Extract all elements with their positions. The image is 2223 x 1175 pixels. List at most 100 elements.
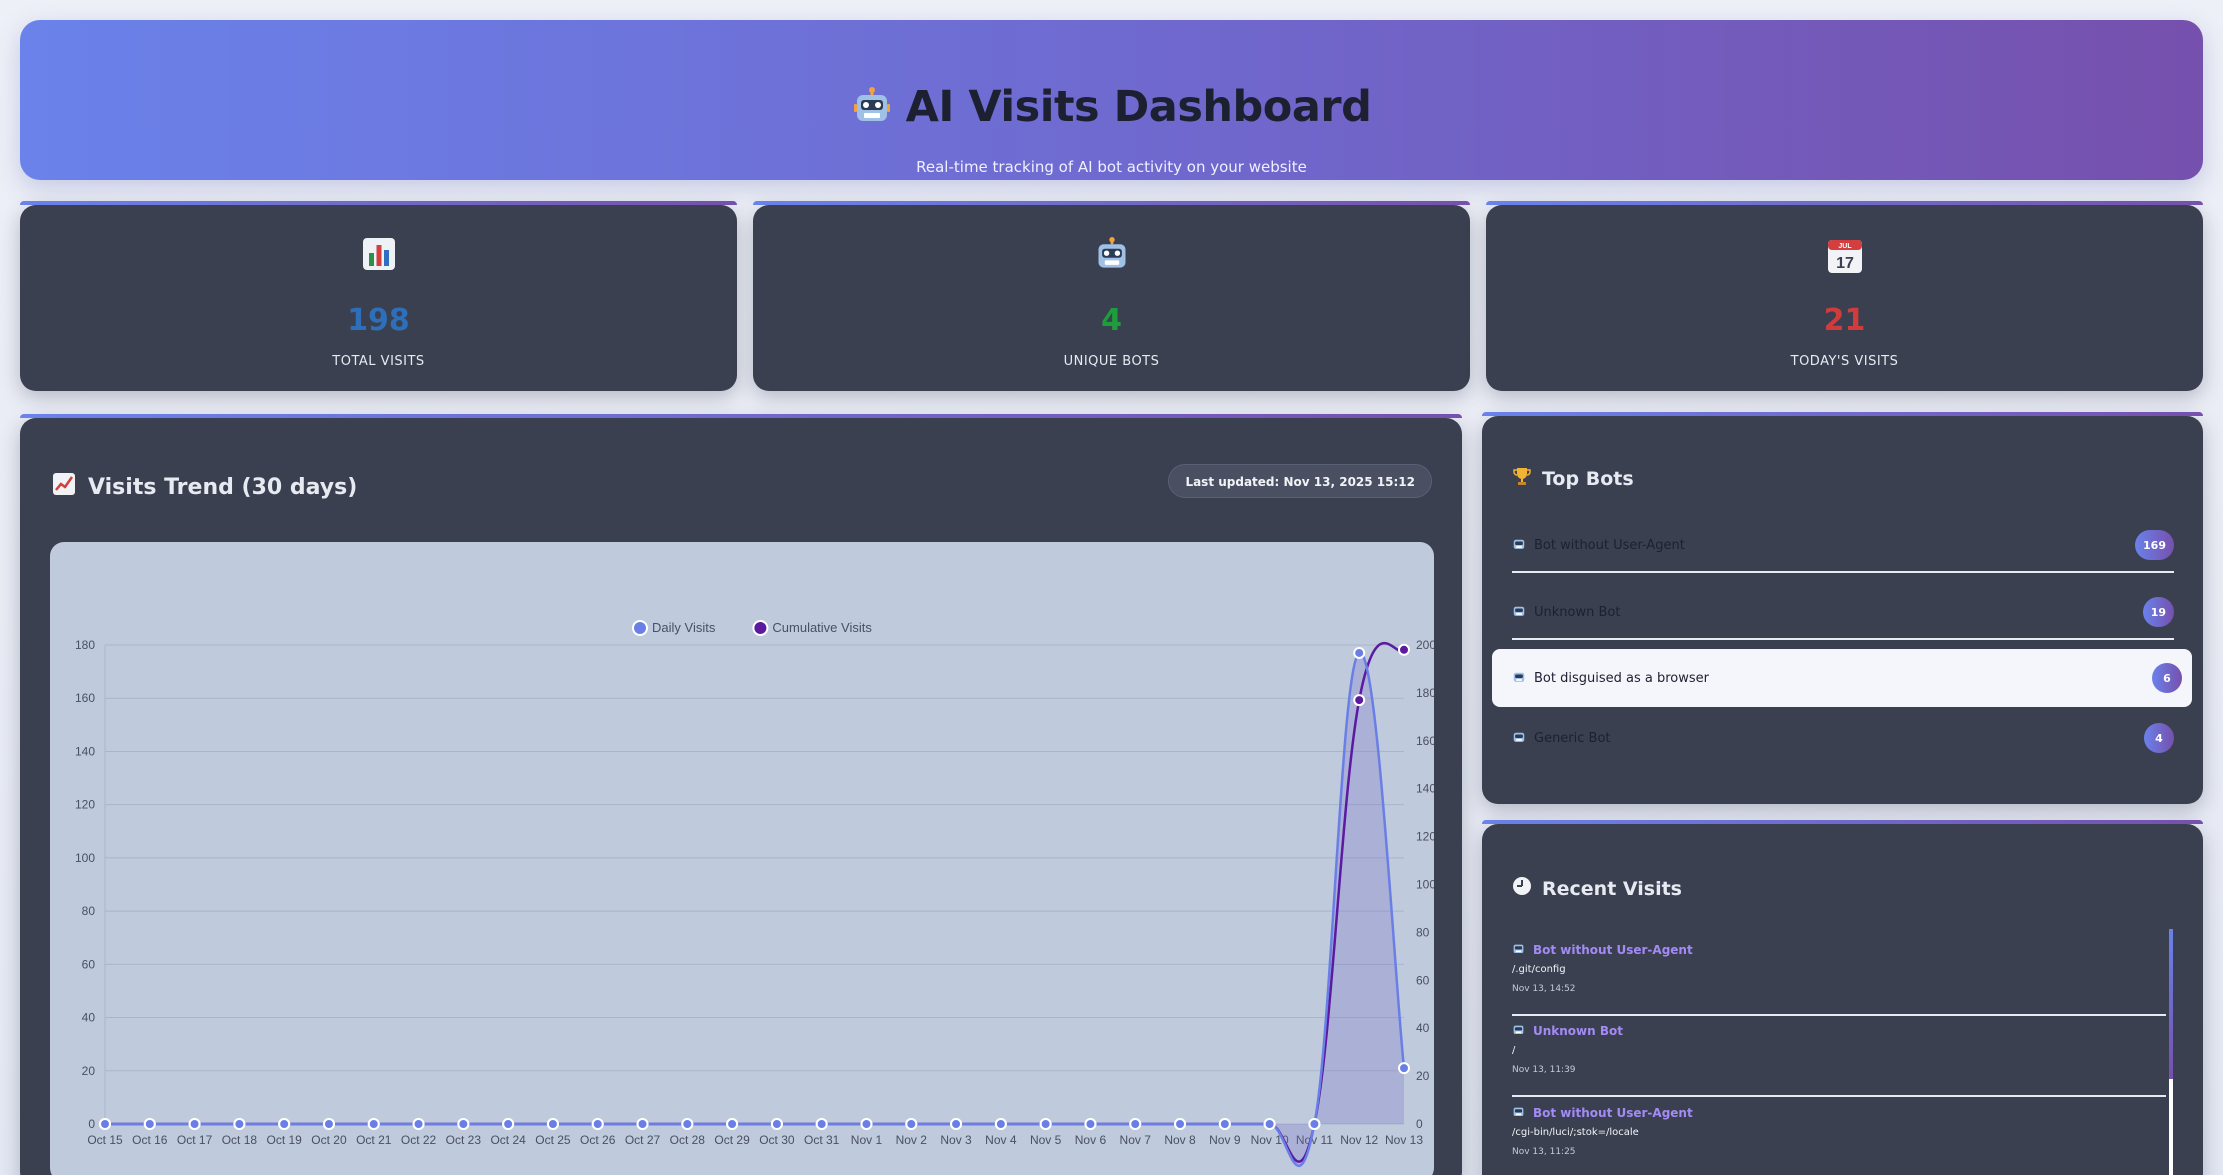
robot-icon: [1512, 942, 1525, 958]
bot-name: Bot without User-Agent: [1534, 537, 1685, 553]
visit-path: /.git/config: [1512, 964, 1566, 975]
section-title: Recent Visits: [1512, 876, 1682, 901]
page-title: AI Visits Dashboard: [20, 82, 2203, 132]
daily-visits-point: [860, 1118, 873, 1130]
x-tick-label: Oct 28: [670, 1133, 706, 1147]
visits-chart: 0 20 40 60 80 100 120 140 160 180 0 20 40 60 80 100 120 1…: [75, 620, 1436, 1168]
left-tick-label: 180: [75, 638, 95, 652]
top-bot-row[interactable]: Unknown Bot 19: [1512, 585, 2174, 640]
x-tick-label: Nov 7: [1120, 1133, 1152, 1147]
daily-visits-point: [322, 1118, 335, 1130]
visit-bot: Bot without User-Agent: [1512, 942, 1693, 958]
cumulative-visits-point: [1398, 643, 1410, 656]
robot-icon: [1512, 1105, 1525, 1121]
visit-bot-name: Bot without User-Agent: [1533, 1106, 1693, 1120]
page-subtitle: Real-time tracking of AI bot activity on…: [916, 158, 1307, 176]
daily-visits-point: [681, 1118, 694, 1130]
top-bot-row[interactable]: Bot without User-Agent 169: [1512, 518, 2174, 573]
left-tick-label: 20: [82, 1064, 96, 1078]
legend-swatch: [632, 620, 648, 636]
right-tick-label: 40: [1416, 1021, 1430, 1035]
bar-chart-icon: [20, 237, 737, 271]
left-tick-label: 160: [75, 691, 95, 705]
left-tick-label: 0: [88, 1117, 95, 1131]
daily-visits-point: [815, 1118, 828, 1130]
x-tick-label: Nov 3: [940, 1133, 972, 1147]
right-tick-label: 80: [1416, 925, 1430, 939]
top-bots-card: Top Bots Bot without User-Agent 169 Unkn…: [1482, 412, 2203, 804]
stat-value: 198: [347, 303, 410, 338]
recent-visit-item[interactable]: Unknown Bot / Nov 13, 11:39: [1512, 1015, 2166, 1097]
row-divider: [1512, 1095, 2166, 1097]
left-tick-label: 40: [82, 1011, 96, 1025]
robot-icon: [1512, 669, 1526, 688]
x-tick-label: Oct 15: [87, 1133, 123, 1147]
svg-text:17: 17: [1836, 255, 1854, 272]
recent-visit-item[interactable]: Bot without User-Agent /.git/config Nov …: [1512, 934, 2166, 1016]
right-tick-label: 60: [1416, 973, 1430, 987]
bot-count-badge: 169: [2135, 530, 2174, 560]
robot-icon: [1512, 1023, 1525, 1039]
right-tick-label: 20: [1416, 1069, 1430, 1083]
x-tick-label: Oct 22: [401, 1133, 437, 1147]
trend-chart-icon: [52, 472, 76, 502]
legend-label: Cumulative Visits: [772, 620, 872, 635]
daily-visits-point: [99, 1118, 111, 1130]
top-bot-row[interactable]: Generic Bot 4: [1512, 711, 2174, 765]
daily-visits-point: [994, 1118, 1007, 1130]
daily-visits-point: [1039, 1118, 1052, 1130]
recent-visits-card: Recent Visits Bot without User-Agent /.g…: [1482, 820, 2203, 1175]
x-tick-label: Nov 5: [1030, 1133, 1062, 1147]
bot-name: Generic Bot: [1534, 730, 1611, 746]
daily-visits-point: [412, 1118, 425, 1130]
x-tick-label: Nov 8: [1164, 1133, 1196, 1147]
x-tick-label: Oct 29: [714, 1133, 750, 1147]
daily-visits-point: [591, 1118, 604, 1130]
last-updated-badge: Last updated: Nov 13, 2025 15:12: [1168, 464, 1432, 498]
stat-card-total-visits: 198 TOTAL VISITS: [20, 201, 737, 391]
daily-visits-area: [105, 652, 1404, 1166]
daily-visits-point: [636, 1118, 649, 1130]
x-tick-label: Oct 31: [804, 1133, 840, 1147]
daily-visits-point: [367, 1118, 380, 1130]
legend-label: Daily Visits: [652, 620, 716, 635]
right-tick-label: 140: [1416, 782, 1434, 796]
daily-visits-point: [1353, 646, 1366, 659]
x-tick-label: Oct 24: [490, 1133, 526, 1147]
trend-title-text: Visits Trend (30 days): [88, 474, 358, 500]
daily-visits-point: [950, 1118, 963, 1130]
chart-area: 0 20 40 60 80 100 120 140 160 180 0 20 40 60 80 100 120 1…: [50, 542, 1436, 1175]
bot-name: Unknown Bot: [1534, 604, 1621, 620]
daily-visits-point: [1263, 1118, 1276, 1130]
daily-visits-line: [104, 651, 1406, 1168]
right-tick-label: 160: [1416, 734, 1434, 748]
stat-label: UNIQUE BOTS: [1063, 354, 1160, 369]
visit-time: Nov 13, 11:39: [1512, 1065, 1576, 1075]
legend-swatch: [752, 620, 769, 636]
daily-visits-point: [278, 1118, 291, 1130]
calendar-icon: JUL 17: [1486, 237, 2203, 275]
visit-path: /: [1512, 1045, 1516, 1056]
bot-name: Bot disguised as a browser: [1534, 670, 1709, 686]
x-tick-label: Nov 13: [1385, 1133, 1423, 1147]
daily-visits-point: [770, 1118, 783, 1130]
recent-visit-item[interactable]: Bot without User-Agent /cgi-bin/luci/;st…: [1512, 1097, 2166, 1175]
x-tick-label: Oct 26: [580, 1133, 616, 1147]
stat-value: 21: [1823, 303, 1866, 338]
left-tick-label: 60: [82, 957, 96, 971]
x-tick-label: Oct 16: [132, 1133, 168, 1147]
scrollbar-thumb[interactable]: [2169, 929, 2173, 1079]
daily-visits-point: [1308, 1118, 1321, 1130]
x-tick-label: Nov 9: [1209, 1133, 1241, 1147]
daily-visits-point: [143, 1118, 156, 1130]
x-tick-label: Oct 27: [625, 1133, 661, 1147]
daily-visits-point: [546, 1118, 559, 1130]
top-bot-row-hovered[interactable]: Bot disguised as a browser 6: [1492, 649, 2192, 707]
cumulative-visits-line: [104, 641, 1405, 1163]
right-tick-label: 0: [1416, 1117, 1423, 1131]
x-tick-label: Nov 10: [1251, 1133, 1289, 1147]
visit-bot: Unknown Bot: [1512, 1023, 1623, 1039]
row-divider: [1512, 638, 2174, 640]
stat-card-unique-bots: 4 UNIQUE BOTS: [753, 201, 1470, 391]
x-tick-label: Nov 4: [985, 1133, 1017, 1147]
